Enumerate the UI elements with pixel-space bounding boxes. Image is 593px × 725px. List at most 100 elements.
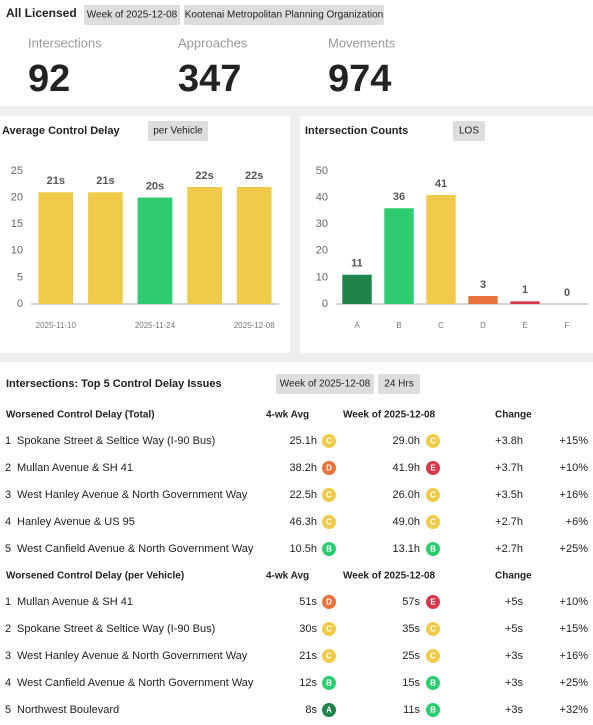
grade-letter: C bbox=[430, 437, 436, 446]
change: +2.7h bbox=[495, 543, 523, 555]
bar bbox=[468, 296, 498, 304]
y-tick-label: 40 bbox=[316, 192, 328, 204]
chart-button[interactable]: per Vehicle bbox=[153, 126, 203, 137]
change-pct: +32% bbox=[560, 704, 589, 716]
chart-button[interactable]: LOS bbox=[459, 126, 479, 137]
x-tick-label: 2025-11-10 bbox=[36, 321, 77, 330]
week-tag-bg[interactable] bbox=[276, 374, 374, 394]
bar-label: 22s bbox=[245, 170, 263, 182]
change: +3.7h bbox=[495, 462, 523, 474]
bar bbox=[88, 192, 123, 304]
avg: 12s bbox=[299, 677, 317, 689]
chart-title: Intersection Counts bbox=[305, 125, 408, 137]
week: 13.1h bbox=[392, 543, 420, 555]
grade-badge bbox=[426, 649, 440, 663]
change: +3.5h bbox=[495, 489, 523, 501]
table-header: Worsened Control Delay (Total) bbox=[6, 410, 155, 421]
grade-badge bbox=[322, 595, 336, 609]
org-tag-bg[interactable] bbox=[184, 5, 384, 25]
kpi-value: 974 bbox=[328, 58, 391, 100]
intersection-name[interactable]: West Canfield Avenue & North Government … bbox=[17, 543, 254, 555]
grade-badge bbox=[426, 703, 440, 717]
bar-label: 41 bbox=[435, 178, 447, 190]
y-tick-label: 10 bbox=[316, 271, 328, 283]
x-tick-label: F bbox=[565, 321, 570, 330]
y-tick-label: 20 bbox=[316, 245, 328, 257]
rank: 4 bbox=[5, 677, 11, 689]
intersection-name[interactable]: Spokane Street & Seltice Way (I-90 Bus) bbox=[17, 623, 215, 635]
intersection-name[interactable]: West Hanley Avenue & North Government Wa… bbox=[17, 489, 248, 501]
grade-badge bbox=[322, 703, 336, 717]
bar bbox=[236, 186, 272, 304]
kpi-value: 347 bbox=[178, 58, 241, 100]
change-pct: +6% bbox=[566, 516, 589, 528]
y-tick-label: 15 bbox=[11, 218, 23, 230]
intersection-name[interactable]: Mullan Avenue & SH 41 bbox=[17, 462, 133, 474]
grade-badge bbox=[426, 595, 440, 609]
grade-letter: B bbox=[430, 545, 436, 554]
bar-label: 3 bbox=[480, 279, 486, 291]
x-tick-label: A bbox=[354, 321, 360, 330]
change: +3s bbox=[505, 650, 524, 662]
y-tick-label: 20 bbox=[11, 192, 23, 204]
intersection-name[interactable]: West Hanley Avenue & North Government Wa… bbox=[17, 650, 248, 662]
org-tag[interactable]: Kootenai Metropolitan Planning Organizat… bbox=[185, 10, 383, 21]
bar-label: 11 bbox=[351, 258, 363, 270]
bar bbox=[137, 197, 173, 304]
bar bbox=[426, 194, 456, 304]
intersection-name[interactable]: West Canfield Avenue & North Government … bbox=[17, 677, 254, 689]
intersection-name[interactable]: Northwest Boulevard bbox=[17, 704, 119, 716]
grade-letter: C bbox=[430, 652, 436, 661]
grade-letter: C bbox=[326, 437, 332, 446]
grade-letter: D bbox=[326, 464, 332, 473]
bar-label: 0 bbox=[564, 287, 570, 299]
grade-letter: E bbox=[430, 598, 436, 607]
grade-letter: C bbox=[326, 491, 332, 500]
week-tag-bg[interactable] bbox=[84, 5, 180, 25]
avg: 51s bbox=[299, 596, 317, 608]
grade-letter: E bbox=[430, 464, 436, 473]
avg: 22.5h bbox=[289, 489, 317, 501]
change-pct: +15% bbox=[560, 435, 589, 447]
grade-badge bbox=[426, 461, 440, 475]
grade-letter: B bbox=[430, 706, 436, 715]
change-pct: +25% bbox=[560, 677, 589, 689]
chart-button-bg[interactable] bbox=[148, 121, 208, 141]
kpi-label: Approaches bbox=[178, 35, 248, 50]
grade-letter: C bbox=[326, 518, 332, 527]
week: 35s bbox=[402, 623, 420, 635]
range-tag-bg[interactable] bbox=[378, 374, 420, 394]
table-header: Change bbox=[495, 410, 532, 421]
intersection-name[interactable]: Mullan Avenue & SH 41 bbox=[17, 596, 133, 608]
table-header: Worsened Control Delay (per Vehicle) bbox=[6, 571, 184, 582]
week: 25s bbox=[402, 650, 420, 662]
change: +3s bbox=[505, 704, 524, 716]
intersection-name[interactable]: Spokane Street & Seltice Way (I-90 Bus) bbox=[17, 435, 215, 447]
rank: 4 bbox=[5, 516, 11, 528]
week: 29.0h bbox=[392, 435, 420, 447]
kpi-value: 92 bbox=[28, 58, 70, 100]
week-tag[interactable]: Week of 2025-12-08 bbox=[87, 10, 178, 21]
week-tag[interactable]: Week of 2025-12-08 bbox=[280, 379, 371, 390]
rank: 1 bbox=[5, 435, 11, 447]
range-tag[interactable]: 24 Hrs bbox=[384, 379, 413, 390]
grade-badge bbox=[426, 676, 440, 690]
grade-letter: B bbox=[326, 545, 332, 554]
intersection-name[interactable]: Hanley Avenue & US 95 bbox=[17, 516, 135, 528]
kpi-label: Intersections bbox=[28, 35, 102, 50]
change-pct: +10% bbox=[560, 462, 589, 474]
grade-badge bbox=[322, 542, 336, 556]
grade-letter: C bbox=[326, 652, 332, 661]
x-tick-label: D bbox=[480, 321, 486, 330]
week: 57s bbox=[402, 596, 420, 608]
rank: 5 bbox=[5, 704, 11, 716]
grade-letter: C bbox=[430, 518, 436, 527]
avg: 25.1h bbox=[289, 435, 317, 447]
chart-button-bg[interactable] bbox=[453, 121, 485, 141]
table-header: 4-wk Avg bbox=[266, 571, 309, 582]
grade-badge bbox=[322, 461, 336, 475]
change: +5s bbox=[505, 596, 524, 608]
week: 26.0h bbox=[392, 489, 420, 501]
grade-letter: C bbox=[430, 491, 436, 500]
grade-badge bbox=[322, 676, 336, 690]
